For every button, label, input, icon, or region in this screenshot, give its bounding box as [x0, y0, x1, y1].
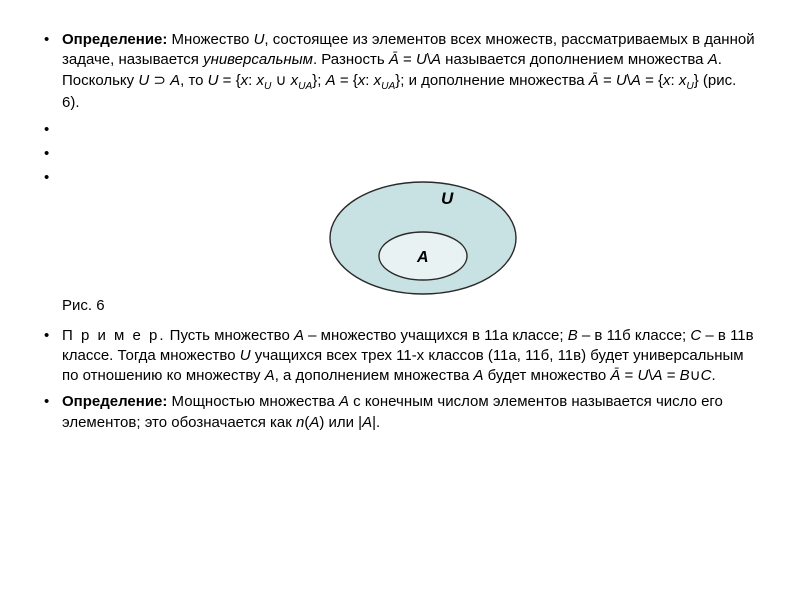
- bullet-list: Определение: Множество U, состоящее из э…: [44, 30, 756, 186]
- example-prefix: П р и м е р.: [62, 327, 166, 344]
- definition-label: Определение:: [62, 31, 167, 48]
- venn-diagram: U A: [326, 170, 520, 298]
- slide: Определение: Множество U, состоящее из э…: [0, 0, 800, 600]
- definition-label-2: Определение:: [62, 393, 167, 410]
- figure-caption: Рис. 6: [62, 297, 105, 314]
- outer-label: U: [441, 189, 454, 208]
- inner-label: A: [416, 249, 429, 266]
- definition-2: Определение: Мощностью множества A с кон…: [44, 392, 756, 433]
- empty-bullet-2: [44, 144, 756, 162]
- bullet-list-2: П р и м е р. Пусть множество A – множест…: [44, 326, 756, 433]
- figure-row: U A Рис. 6: [44, 192, 756, 312]
- empty-bullet-1: [44, 120, 756, 138]
- definition-1: Определение: Множество U, состоящее из э…: [44, 30, 756, 114]
- example-paragraph: П р и м е р. Пусть множество A – множест…: [44, 326, 756, 387]
